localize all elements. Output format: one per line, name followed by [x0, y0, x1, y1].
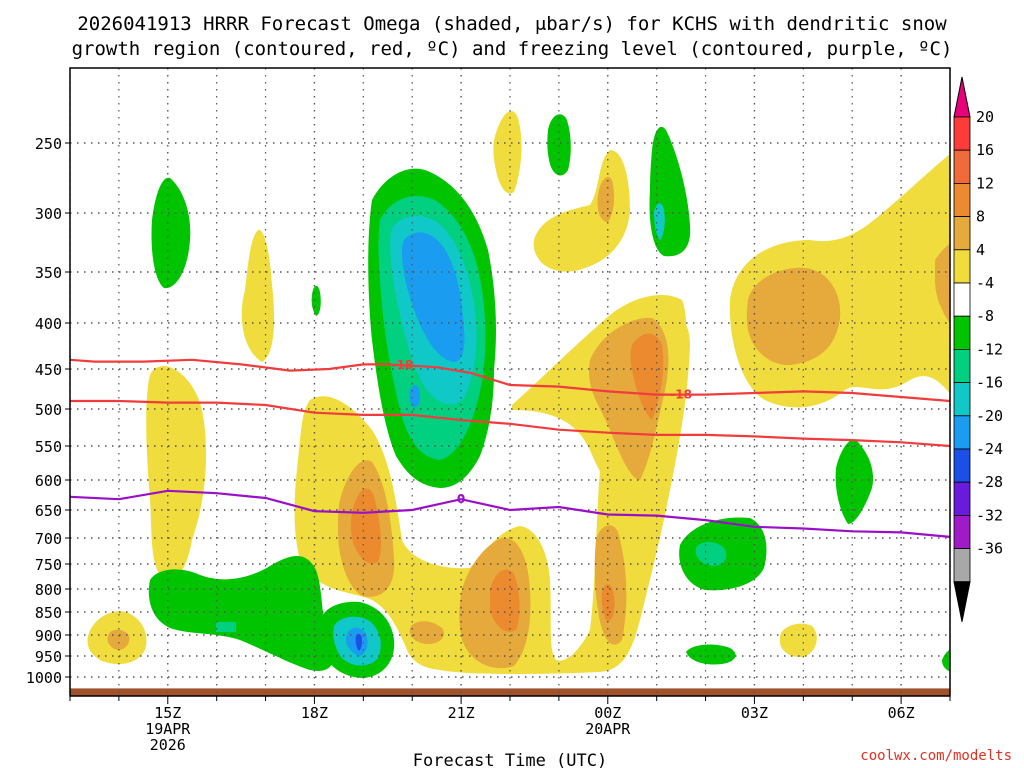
colorbar-swatch — [953, 448, 971, 483]
colorbar-swatch — [953, 382, 971, 417]
omega-region-sinking-19z-low-center — [355, 633, 362, 651]
y-tick-label: 300 — [35, 205, 62, 223]
x-tick-label: 15Z — [154, 704, 181, 722]
contour-line-dgz-lower — [70, 399, 950, 448]
y-tick-label: 550 — [35, 438, 62, 456]
chart-title-line1: 2026041913 HRRR Forecast Omega (shaded, … — [77, 13, 947, 35]
x-tick-date: 19APR — [145, 720, 191, 738]
y-tick-label: 600 — [35, 472, 62, 490]
y-axis: 250 300 350 400 450 500 550 600 650 700 750 800 850 9… — [26, 135, 70, 687]
colorbar-swatch — [953, 348, 971, 383]
y-tick-label: 350 — [35, 264, 62, 282]
colorbar-tick-label: -8 — [976, 307, 994, 325]
omega-region-sinking-05z — [835, 439, 874, 524]
colorbar-tick-label: -16 — [976, 374, 1003, 392]
omega-region-sinking-low-left-core — [216, 622, 236, 632]
colorbar-swatch — [953, 249, 971, 284]
contour-line-freezing-level — [70, 489, 950, 538]
omega-region-rising-mid-tall — [241, 229, 275, 362]
colorbar-tick-label: 12 — [976, 174, 994, 192]
colorbar-tick-label: -32 — [976, 506, 1003, 524]
y-tick-label: 850 — [35, 604, 62, 622]
colorbar-swatch — [953, 481, 971, 516]
omega-region-rising-core-21z-inner — [490, 569, 520, 632]
omega-region-sinking-small-18z — [311, 285, 321, 316]
omega-region-rising-edge-core — [935, 243, 950, 324]
y-tick-label: 950 — [35, 648, 62, 666]
colorbar-swatch — [953, 415, 971, 450]
contour-label: 0 — [457, 492, 465, 506]
x-tick-date: 20APR — [585, 720, 631, 738]
colorbar: 20 16 12 8 4 -4 -8 -12 -16 -20 -24 -28 -32 -36 — [953, 76, 1003, 622]
omega-region-sinking-low-left — [148, 556, 335, 671]
x-tick-label: 00Z — [594, 704, 621, 722]
omega-region-rising-core-00z-inner — [601, 584, 615, 621]
omega-region-sinking-left-upper — [151, 177, 191, 289]
colorbar-swatch — [953, 116, 971, 151]
y-tick-label: 800 — [35, 581, 62, 599]
temperature-contours: -18 -18 0 — [70, 358, 950, 538]
omega-region-sinking-upper-left-cell — [547, 114, 571, 176]
chart-title-line2: growth region (contoured, red, ºC) and f… — [72, 38, 953, 60]
colorbar-tick-label: -36 — [976, 540, 1003, 558]
omega-region-sinking-02z-core — [695, 542, 727, 566]
colorbar-swatch — [953, 315, 971, 350]
omega-region-rising-core-00z — [594, 525, 627, 645]
omega-region-sinking-central-core — [402, 232, 465, 362]
omega-region-rising-upper-b — [533, 150, 630, 272]
colorbar-tick-label: 8 — [976, 208, 985, 226]
omega-region-rising-core-evening-inner — [630, 333, 664, 420]
colorbar-swatch — [953, 216, 971, 251]
omega-region-sinking-03z-low — [686, 644, 736, 665]
colorbar-swatch — [953, 548, 971, 583]
x-axis-title: Forecast Time (UTC) — [413, 751, 607, 768]
colorbar-tick-label: 20 — [976, 108, 994, 126]
y-tick-label: 400 — [35, 315, 62, 333]
colorbar-swatch — [953, 182, 971, 217]
omega-region-sinking-edge-low — [942, 649, 950, 672]
omega-region-rising-core-22z-small — [409, 621, 445, 644]
colorbar-swatch — [953, 149, 971, 184]
colorbar-top-arrow — [953, 76, 971, 118]
colorbar-bottom-arrow — [953, 581, 971, 622]
omega-region-rising-late-core — [746, 267, 841, 366]
y-tick-label: 1000 — [26, 669, 62, 687]
omega-shading — [87, 110, 950, 678]
omega-region-rising-upper-a — [493, 110, 522, 194]
colorbar-tick-label: -24 — [976, 440, 1003, 458]
omega-region-rising-small-late — [780, 623, 817, 658]
colorbar-tick-label: 16 — [976, 141, 994, 159]
x-tick-label: 18Z — [301, 704, 328, 722]
colorbar-tick-label: -12 — [976, 340, 1003, 358]
colorbar-swatch — [953, 282, 971, 317]
x-tick-label: 06Z — [888, 704, 915, 722]
y-tick-label: 250 — [35, 135, 62, 153]
y-tick-label: 500 — [35, 401, 62, 419]
colorbar-tick-label: 4 — [976, 241, 985, 259]
colorbar-tick-label: -20 — [976, 407, 1003, 425]
omega-region-rising-central-low — [294, 316, 690, 674]
contour-label: -18 — [670, 388, 692, 402]
x-tick-label: 21Z — [448, 704, 475, 722]
colorbar-tick-label: -28 — [976, 473, 1003, 491]
credit-link[interactable]: coolwx.com/modelts — [860, 748, 1012, 764]
y-tick-label: 650 — [35, 502, 62, 520]
omega-region-sinking-upper-right-core — [654, 203, 665, 240]
omega-region-rising-upper-b-core — [597, 176, 615, 222]
x-tick-label: 03Z — [741, 704, 768, 722]
contour-label: -18 — [392, 358, 414, 372]
omega-region-rising-left-column — [146, 366, 207, 580]
colorbar-tick-label: -4 — [976, 274, 994, 292]
y-tick-label: 700 — [35, 530, 62, 548]
x-tick-year: 2026 — [150, 736, 186, 754]
y-tick-label: 900 — [35, 627, 62, 645]
contour-line-dgz-upper — [70, 358, 950, 403]
omega-region-sinking-upper-right-cell — [649, 126, 691, 257]
omega-region-rising-core-19z-inner — [350, 488, 381, 564]
y-tick-label: 450 — [35, 361, 62, 379]
y-tick-label: 750 — [35, 556, 62, 574]
colorbar-swatch — [953, 515, 971, 550]
